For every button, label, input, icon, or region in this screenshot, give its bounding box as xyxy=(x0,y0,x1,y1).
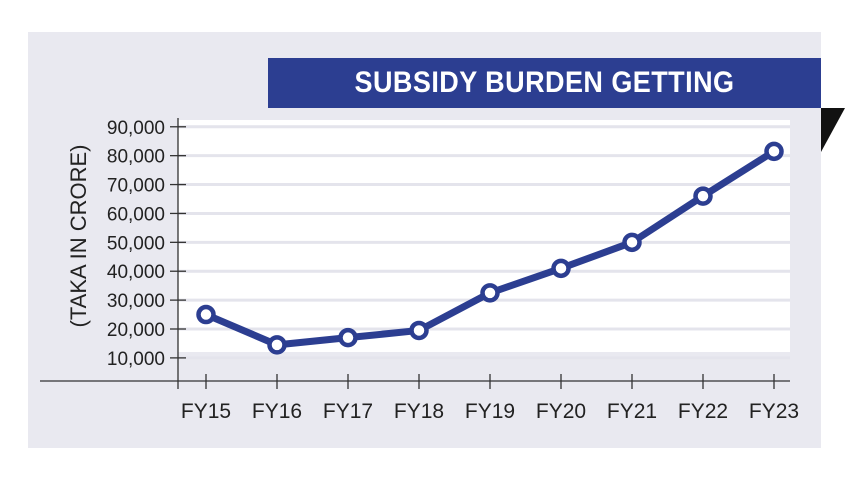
y-tick-label: 40,000 xyxy=(107,262,165,283)
x-tick-label: FY22 xyxy=(678,400,728,423)
x-tick-label: FY19 xyxy=(465,400,515,423)
x-tick-label: FY15 xyxy=(181,400,231,423)
gridlines xyxy=(178,125,790,360)
title-banner xyxy=(268,58,821,108)
x-tick-label: FY18 xyxy=(394,400,444,423)
data-point xyxy=(551,258,571,279)
x-tick-label: FY16 xyxy=(252,400,302,423)
y-tick-label: 10,000 xyxy=(107,349,165,370)
data-point xyxy=(338,327,358,348)
axes xyxy=(40,118,790,389)
data-point xyxy=(196,304,216,325)
data-point xyxy=(764,141,784,162)
y-axis-ticks: 10,000 20,000 30,000 40,000 50,000 60,000 70,0… xyxy=(107,118,186,370)
series-layer xyxy=(196,141,784,355)
y-tick-label: 30,000 xyxy=(107,291,165,312)
data-point xyxy=(267,335,287,355)
data-point xyxy=(409,320,429,341)
plot-area xyxy=(178,120,790,352)
y-tick-label: 60,000 xyxy=(107,204,165,225)
y-tick-label: 80,000 xyxy=(107,147,165,168)
x-axis-ticks: FY15 FY16 FY17 FY18 FY19 FY20 FY21 FY22 FY23 xyxy=(181,374,799,423)
y-axis-label: (TAKA IN CRORE) xyxy=(66,145,91,328)
series-line xyxy=(202,147,778,349)
y-tick-label: 70,000 xyxy=(107,176,165,197)
x-tick-label: FY21 xyxy=(607,400,657,423)
x-tick-label: FY20 xyxy=(536,400,586,423)
x-tick-label: FY23 xyxy=(749,400,799,423)
y-tick-label: 20,000 xyxy=(107,320,165,341)
banner-tail-shape xyxy=(821,108,845,152)
data-point xyxy=(480,283,500,303)
y-tick-label: 90,000 xyxy=(107,118,165,139)
y-tick-label: 50,000 xyxy=(107,233,165,254)
data-point xyxy=(693,186,713,206)
data-point xyxy=(622,232,642,253)
x-tick-label: FY17 xyxy=(323,400,373,423)
